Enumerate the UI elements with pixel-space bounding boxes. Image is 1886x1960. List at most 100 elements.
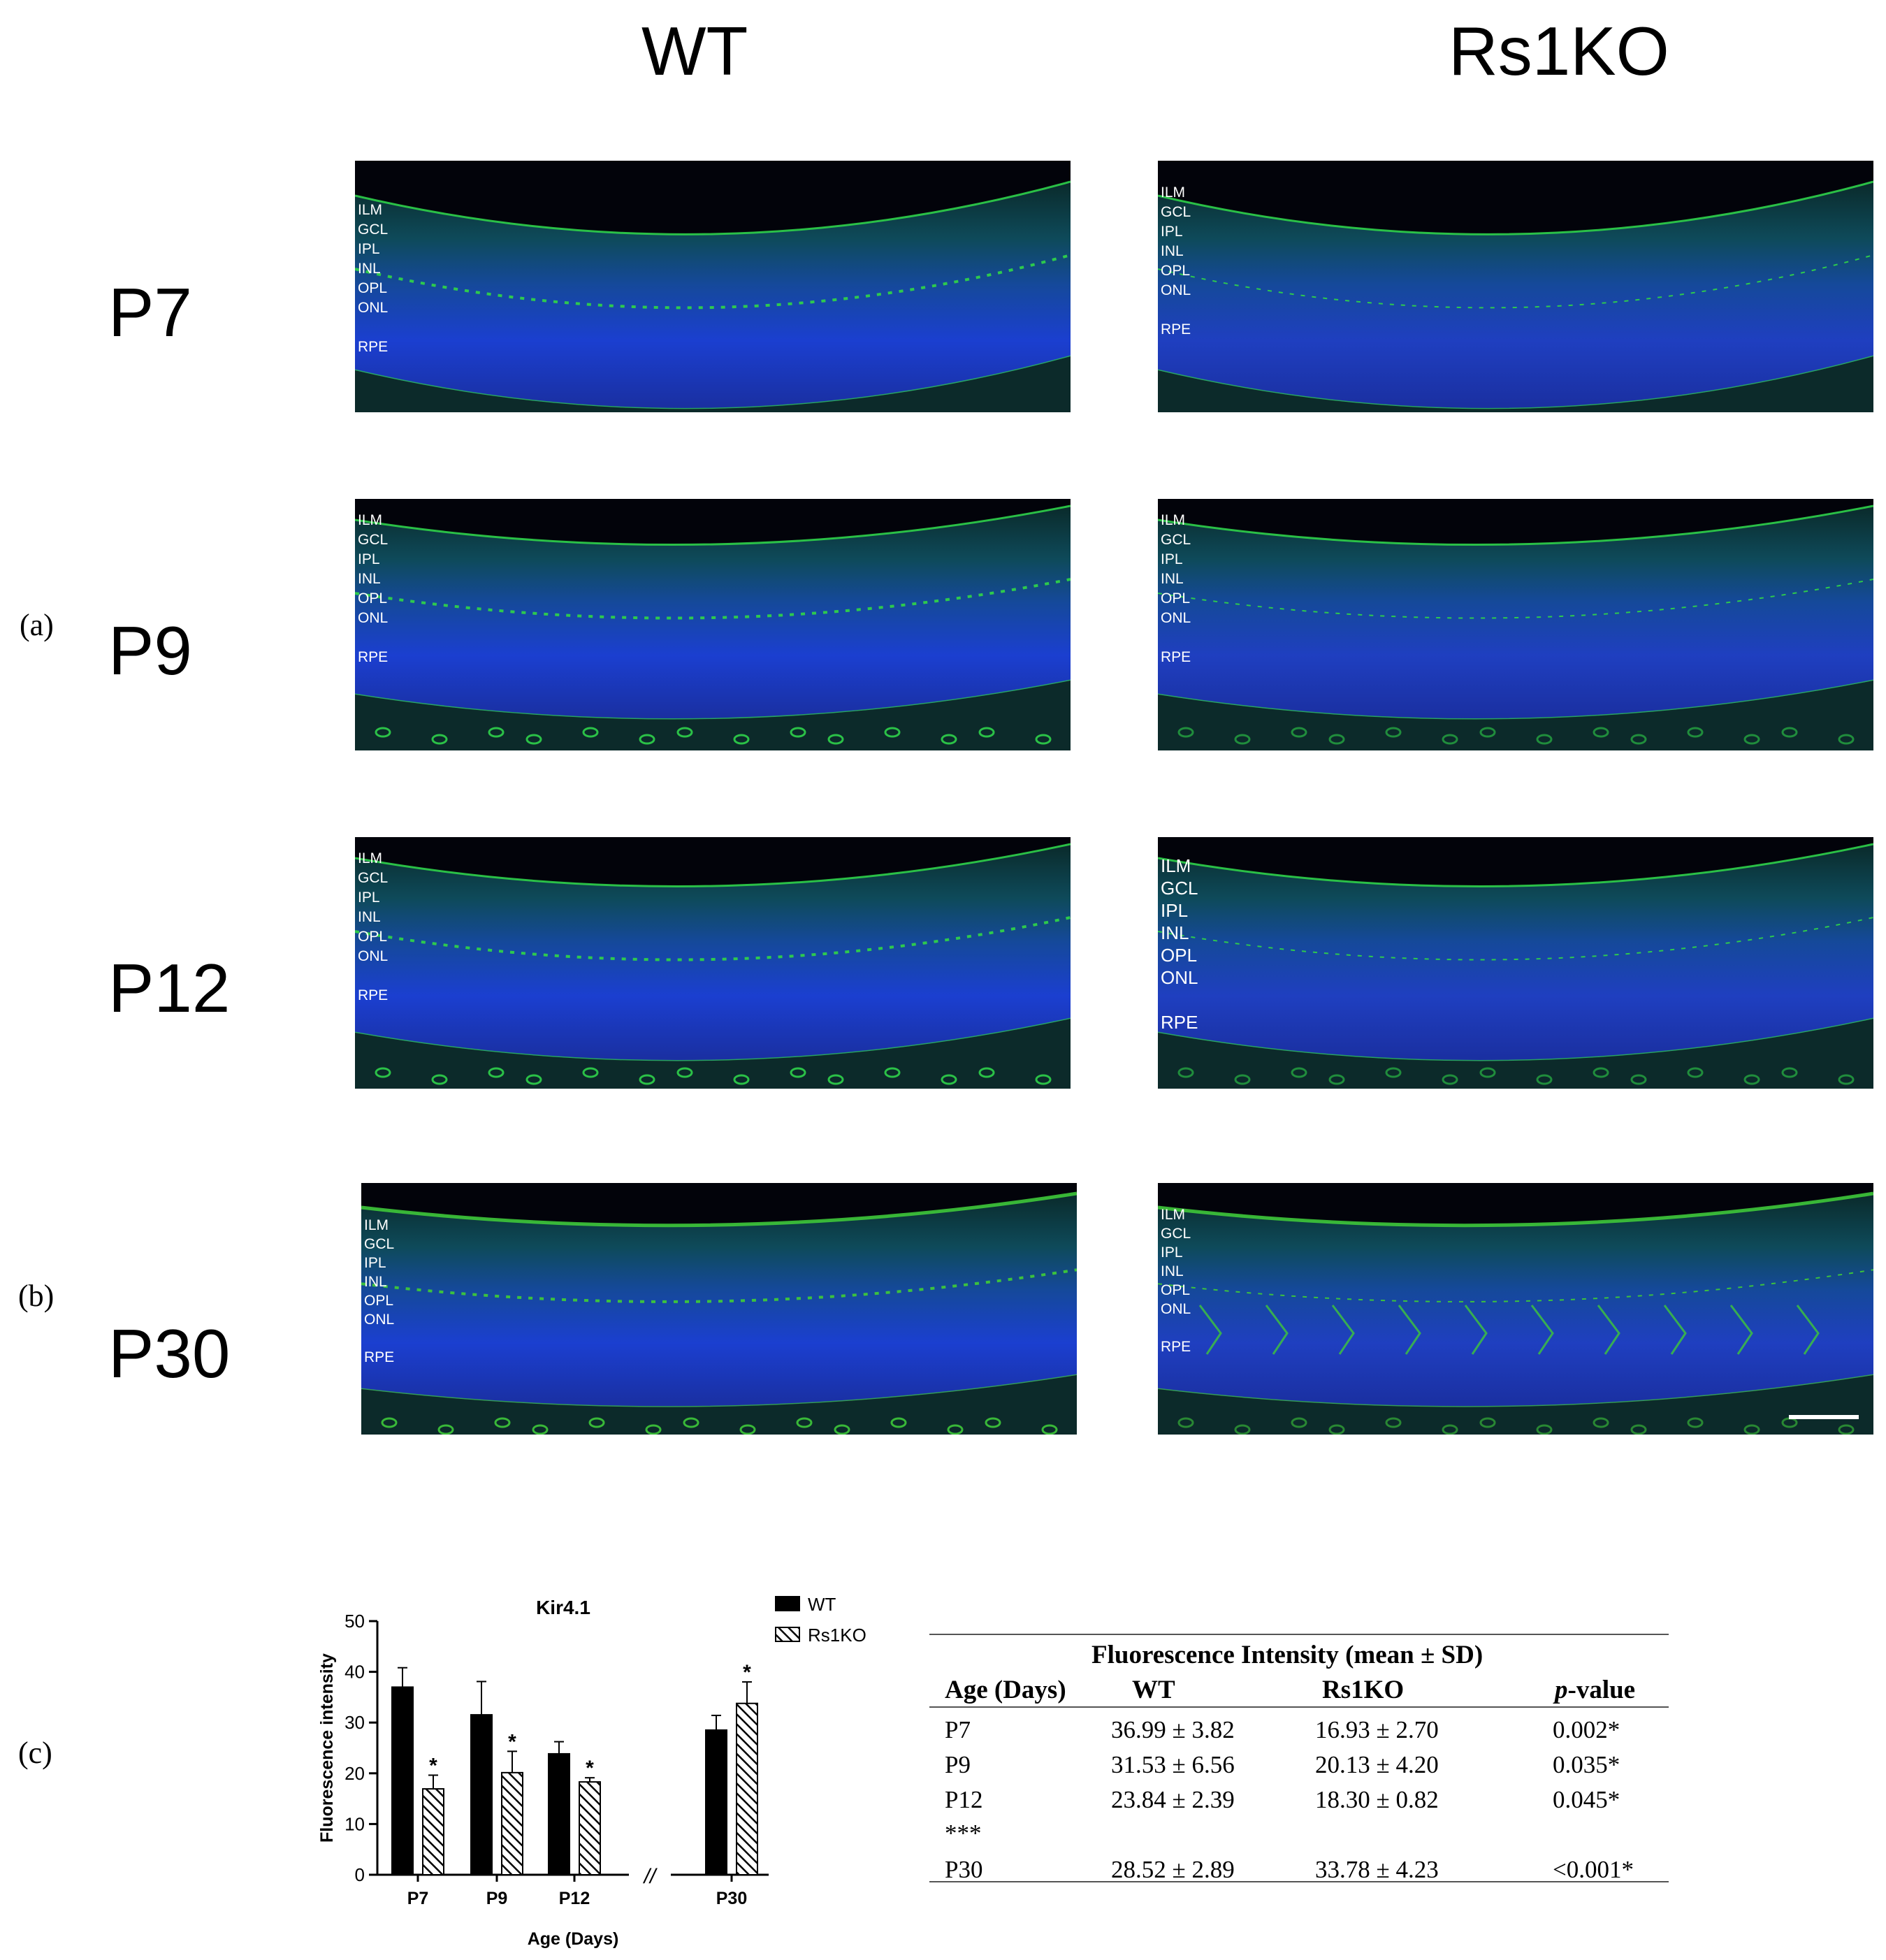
table-header-rule — [929, 1706, 1669, 1708]
layer-label-opl: OPL — [1161, 590, 1191, 607]
layer-label-rpe: RPE — [358, 649, 389, 665]
y-axis-label: Fluorescence intensity — [317, 1653, 337, 1843]
legend-swatch-rs1ko — [775, 1627, 800, 1642]
table-header-rs1ko: Rs1KO — [1322, 1676, 1405, 1704]
layer-label-ipl: IPL — [364, 1255, 386, 1271]
layer-label-gcl: GCL — [1161, 878, 1198, 899]
table-cell: 28.52 ± 2.89 — [1111, 1856, 1235, 1883]
layer-label-gcl: GCL — [358, 870, 389, 886]
bar-wt-p30 — [705, 1729, 727, 1875]
micrograph-wt-p12: ILM GCL IPL INL OPL ONL RPE — [355, 837, 1071, 1089]
layer-label-onl: ONL — [1161, 1301, 1191, 1317]
layer-label-gcl: GCL — [1161, 532, 1191, 548]
layer-labels: ILM GCL IPL INL OPL ONL RPE — [1161, 185, 1191, 342]
layer-label-onl: ONL — [358, 948, 389, 964]
bar-wt-p12 — [548, 1752, 570, 1875]
layer-label-onl: ONL — [1161, 967, 1198, 988]
row-label-p30: P30 — [108, 1315, 231, 1392]
layer-label-inl: INL — [1161, 243, 1184, 259]
bar-rs1ko-p9 — [501, 1771, 523, 1875]
layer-label-ilm: ILM — [358, 202, 383, 218]
x-tick-label: P7 — [407, 1889, 429, 1908]
micrograph-rs1ko-p9: ILM GCL IPL INL OPL ONL RPE — [1158, 499, 1873, 750]
table-cell: 31.53 ± 6.56 — [1111, 1751, 1235, 1778]
layer-label-inl: INL — [358, 909, 381, 925]
micrograph-rs1ko-p7: ILM GCL IPL INL OPL ONL RPE — [1158, 161, 1873, 412]
layer-label-ipl: IPL — [1161, 1244, 1183, 1261]
x-tick-label: P9 — [486, 1889, 508, 1908]
layer-label-rpe: RPE — [358, 339, 389, 355]
retina-section-drawing — [355, 180, 1071, 412]
layer-label-opl: OPL — [358, 280, 388, 296]
column-header-rs1ko: Rs1KO — [1449, 13, 1669, 89]
layer-label-onl: ONL — [1161, 610, 1191, 626]
retina-section-drawing — [355, 843, 1071, 1089]
layer-label-ipl: IPL — [1161, 551, 1183, 567]
layer-label-inl: INL — [1161, 571, 1184, 587]
y-tick-label: 40 — [344, 1662, 365, 1683]
layer-label-inl: INL — [1161, 1263, 1184, 1279]
micrograph-wt-p30: ILM GCL IPL INL OPL ONL RPE — [361, 1183, 1077, 1435]
y-tick-label: 0 — [355, 1864, 365, 1885]
column-header-wt: WT — [641, 13, 748, 89]
x-axis-label: Age (Days) — [528, 1929, 619, 1949]
table-header-pvalue-italic: p — [1555, 1676, 1568, 1704]
table-cell: P12 — [945, 1786, 983, 1813]
retina-section-drawing — [361, 1191, 1077, 1435]
legend-swatch-wt — [775, 1596, 800, 1611]
layer-labels: ILM GCL IPL INL OPL ONL RPE — [1161, 513, 1191, 669]
table-header-wt: WT — [1132, 1676, 1175, 1704]
x-tick-label: P12 — [559, 1889, 590, 1908]
significance-mark: * — [586, 1757, 594, 1780]
bar-wt-p7 — [391, 1686, 414, 1875]
layer-label-gcl: GCL — [364, 1236, 395, 1252]
table-header-pvalue: p-value — [1555, 1677, 1635, 1703]
layer-label-ilm: ILM — [1161, 184, 1186, 201]
layer-label-ilm: ILM — [1161, 512, 1186, 528]
bar-rs1ko-p12 — [579, 1781, 601, 1875]
bar-chart-kir41: 0 10 20 30 40 50 // P7 * P9 * P12 * P30 * Kir4.1 Age (Da… — [307, 1583, 901, 1957]
layer-label-rpe: RPE — [364, 1349, 395, 1365]
table-cell: 0.035* — [1553, 1751, 1620, 1778]
layer-label-opl: OPL — [1161, 945, 1198, 966]
retina-section-drawing — [1158, 843, 1873, 1089]
table-cell: 33.78 ± 4.23 — [1315, 1856, 1439, 1883]
layer-label-ipl: IPL — [1161, 900, 1189, 921]
layer-label-gcl: GCL — [1161, 204, 1191, 220]
y-tick-label: 20 — [344, 1763, 365, 1784]
table-cell: P30 — [945, 1856, 983, 1883]
layer-labels: ILM GCL IPL INL OPL ONL RPE — [364, 1218, 394, 1369]
layer-label-ipl: IPL — [358, 241, 380, 257]
layer-label-onl: ONL — [364, 1312, 395, 1328]
layer-label-opl: OPL — [1161, 263, 1191, 279]
layer-label-ipl: IPL — [358, 551, 380, 567]
layer-label-opl: OPL — [358, 590, 388, 607]
layer-label-opl: OPL — [364, 1293, 394, 1309]
scale-bar — [1789, 1415, 1859, 1419]
layer-label-rpe: RPE — [1161, 321, 1191, 337]
row-label-p7: P7 — [108, 274, 192, 351]
chart-title: Kir4.1 — [536, 1597, 590, 1618]
significance-mark: * — [743, 1661, 751, 1684]
bar-wt-p9 — [470, 1714, 493, 1875]
layer-label-ipl: IPL — [358, 890, 380, 906]
bar-rs1ko-p7 — [422, 1788, 444, 1875]
layer-label-ilm: ILM — [1161, 855, 1191, 876]
table-bottom-rule — [929, 1881, 1669, 1882]
table-cell: P7 — [945, 1716, 971, 1743]
layer-label-gcl: GCL — [358, 532, 389, 548]
layer-labels: ILM GCL IPL INL OPL ONL RPE — [1161, 1207, 1191, 1358]
layer-label-opl: OPL — [1161, 1282, 1191, 1298]
significance-mark: * — [429, 1754, 437, 1777]
layer-label-onl: ONL — [358, 610, 389, 626]
panel-letter-a: (a) — [20, 608, 54, 642]
layer-label-rpe: RPE — [1161, 1012, 1198, 1033]
layer-label-ilm: ILM — [358, 850, 383, 866]
layer-label-ilm: ILM — [358, 512, 383, 528]
row-label-p12: P12 — [108, 950, 231, 1026]
table-cell: *** — [945, 1820, 982, 1847]
retina-section-drawing — [1158, 180, 1873, 412]
layer-label-ilm: ILM — [1161, 1207, 1186, 1223]
table-cell: 36.99 ± 3.82 — [1111, 1716, 1235, 1743]
micrograph-rs1ko-p12: ILM GCL IPL INL OPL ONL RPE — [1158, 837, 1873, 1089]
